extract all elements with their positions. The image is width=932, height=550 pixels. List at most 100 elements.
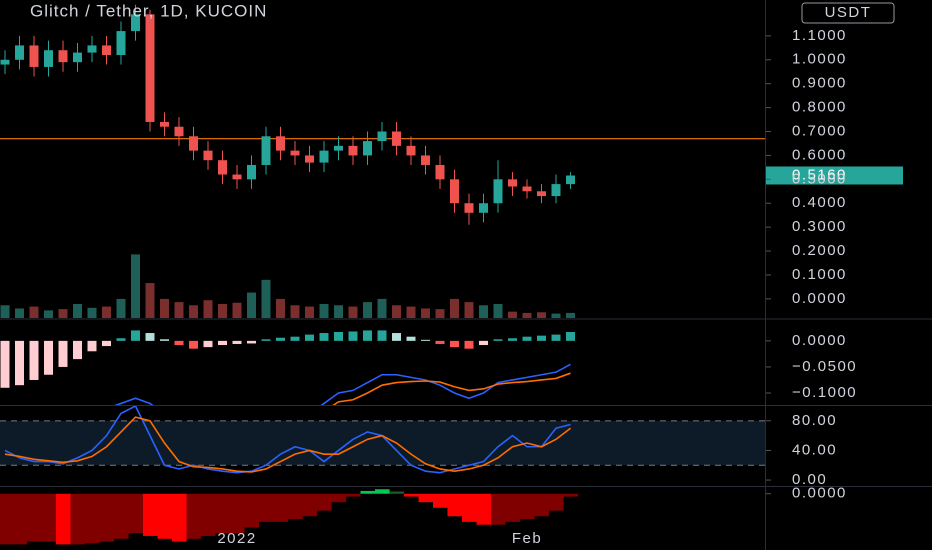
macd-histogram-bar: [0, 340, 10, 388]
y-tick-label: 0.9000: [792, 75, 847, 92]
macd-histogram-bar: [508, 338, 517, 341]
momentum-bar: [186, 493, 202, 539]
candle-body: [145, 14, 155, 122]
macd-histogram-bar: [15, 340, 24, 386]
y-tick-label: 0.6000: [792, 146, 847, 163]
stoch-band: [0, 420, 765, 466]
candle-body: [566, 175, 575, 185]
volume-bar: [87, 307, 97, 318]
y-tick-label: 0.5000: [792, 170, 847, 187]
momentum-bar: [230, 493, 245, 534]
macd-histogram-bar: [87, 340, 97, 352]
momentum-bar: [360, 490, 376, 494]
volume-bar: [566, 312, 575, 318]
volume-bar: [348, 306, 358, 318]
macd-histogram-bar: [189, 340, 198, 349]
price-pane: [0, 4, 765, 318]
momentum-bar: [0, 493, 13, 545]
macd-histogram-bar: [421, 339, 430, 341]
y-tick-label: 0.2000: [792, 242, 847, 259]
momentum-bar: [288, 493, 303, 520]
candle-body: [334, 145, 343, 151]
y-tick-label: 0.7000: [792, 122, 847, 139]
macd-histogram-bar: [160, 339, 169, 341]
macd-histogram-bar: [290, 336, 300, 341]
candle-body: [203, 150, 213, 161]
volume-bar: [406, 306, 416, 318]
macd-histogram-bar: [247, 340, 256, 344]
currency[interactable]: USDT: [825, 4, 872, 21]
candle-body: [551, 184, 561, 197]
candle-body: [87, 45, 97, 53]
y-tick-label: 0.00: [792, 471, 827, 488]
momentum-bar: [70, 493, 86, 545]
macd-histogram-bar: [450, 340, 459, 348]
momentum-bar: [215, 493, 231, 534]
macd-histogram-bar: [406, 336, 416, 341]
candle-body: [58, 50, 68, 63]
squeeze-pane: [0, 489, 579, 545]
chart-title: Glitch / Tether, 1D, KUCOIN: [30, 1, 267, 20]
macd-histogram-bar: [464, 340, 474, 349]
volume-bar: [508, 311, 517, 318]
y-tick-label: 0.3000: [792, 218, 847, 235]
currency-box[interactable]: [801, 2, 895, 24]
candle-body: [421, 155, 430, 165]
momentum-bar: [302, 493, 318, 517]
macd-histogram-bar: [145, 333, 155, 341]
macd-histogram-bar: [319, 333, 329, 341]
momentum-bar: [375, 489, 390, 494]
volume-bar: [363, 302, 372, 318]
momentum-bar: [201, 493, 216, 536]
momentum-bar: [244, 493, 260, 528]
macd-histogram-bar: [537, 335, 546, 341]
macd-histogram-bar: [334, 331, 343, 341]
volume-bar: [102, 306, 111, 318]
y-tick-label: 0.1000: [792, 266, 847, 283]
volume-bar: [435, 309, 445, 318]
momentum-bar: [563, 493, 579, 497]
volume-bar: [0, 305, 10, 318]
macd-histogram-bar: [174, 340, 184, 346]
momentum-bar: [27, 493, 42, 542]
candle-body: [522, 186, 532, 192]
candle-body: [174, 126, 184, 137]
x-tick-label: Feb: [512, 530, 542, 547]
indicator-line: [4, 416, 571, 473]
x-tick-label: 2022: [217, 530, 256, 547]
macd-histogram-bar: [566, 331, 575, 341]
macd-pane: [0, 330, 575, 405]
indicator-line: [114, 363, 571, 405]
candle-body: [189, 136, 198, 151]
y-tick-label: 0.4000: [792, 194, 847, 211]
volume-bar: [29, 306, 39, 318]
volume-bar: [305, 306, 314, 318]
volume-bar: [290, 305, 300, 318]
macd-histogram-bar: [44, 340, 53, 375]
macd-histogram-bar: [218, 340, 227, 346]
y-tick-label: 1.0000: [792, 51, 847, 68]
volume-bar: [464, 302, 474, 318]
momentum-bar: [346, 493, 361, 497]
momentum-bar: [12, 493, 28, 545]
momentum-bar: [404, 493, 419, 497]
candle-body: [377, 131, 387, 142]
volume-bar: [479, 305, 488, 318]
candle-body: [73, 52, 82, 63]
candle-body: [508, 179, 517, 187]
candle-body: [102, 45, 111, 55]
candle-body: [537, 191, 546, 197]
momentum-bar: [331, 493, 347, 503]
momentum-bar: [447, 493, 463, 517]
volume-bar: [203, 300, 213, 318]
macd-histogram-bar: [348, 331, 358, 341]
momentum-bar: [99, 493, 115, 542]
y-tick-label: 0.0000: [792, 332, 847, 349]
volume-bar: [450, 298, 459, 318]
macd-histogram-bar: [29, 340, 39, 380]
indicator-line: [4, 406, 571, 474]
momentum-bar: [259, 493, 274, 522]
candle-body: [290, 150, 300, 156]
candle-body: [479, 203, 488, 213]
